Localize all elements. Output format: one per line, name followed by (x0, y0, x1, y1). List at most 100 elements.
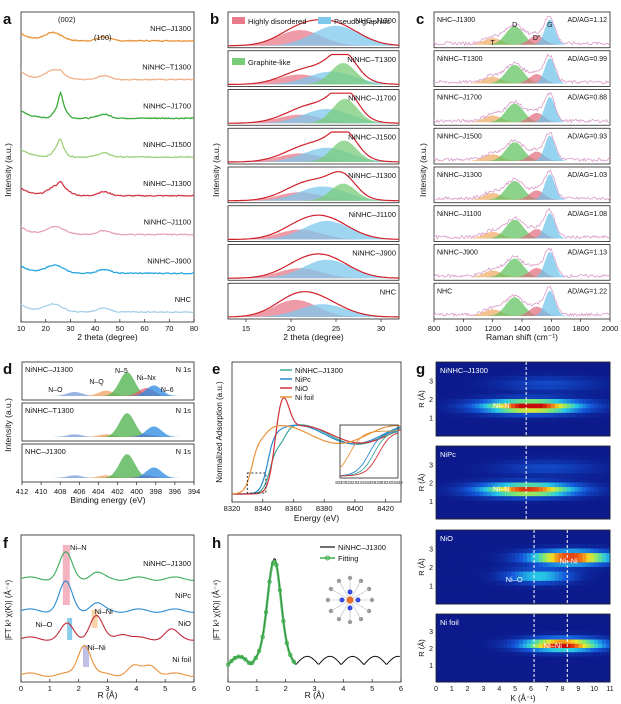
series-label: NiNHC–J900 (147, 256, 191, 265)
heatmap-cell (562, 656, 567, 662)
heatmap-cell (447, 389, 453, 395)
heatmap-cell (606, 371, 611, 377)
heatmap-cell (582, 362, 587, 368)
heatmap-cell (463, 567, 469, 573)
heatmap-cell (503, 380, 508, 386)
heatmap-cell (487, 408, 492, 414)
heatmap-cell (471, 557, 477, 563)
heatmap-cell (602, 487, 607, 493)
heatmap-cell (530, 656, 536, 662)
legend-label: NiNHC–J1300 (338, 543, 386, 552)
heatmap-cell (475, 487, 480, 493)
heatmap-cell (436, 366, 441, 372)
heatmap-cell (507, 665, 512, 670)
heatmap-cell (503, 571, 508, 577)
heatmap-cell (451, 534, 457, 540)
heatmap-cell (443, 539, 449, 545)
heatmap-cell (519, 548, 524, 554)
heatmap-cell (455, 487, 461, 493)
heatmap-cell (586, 576, 591, 582)
heatmap-cell (447, 594, 453, 600)
heatmap-cell (459, 590, 465, 596)
heatmap-cell (538, 412, 544, 418)
heatmap-cell (542, 557, 548, 563)
heatmap-cell (530, 567, 536, 573)
heatmap-cell (467, 673, 473, 679)
heatmap-cell (475, 669, 480, 674)
heatmap-cell (526, 459, 532, 465)
heatmap-cell (507, 576, 512, 582)
heatmap-cell (523, 450, 528, 456)
heatmap-cell (511, 417, 516, 423)
heatmap-cell (538, 652, 544, 657)
heatmap-cell (530, 403, 536, 409)
heatmap-cell (534, 626, 540, 632)
path-label: Ni–N (493, 484, 510, 493)
heatmap-cell (578, 375, 583, 381)
heatmap-cell (570, 567, 575, 573)
heatmap-cell (554, 422, 560, 428)
heatmap-cell (475, 505, 480, 511)
heatmap-cell (558, 491, 564, 497)
heatmap-cell (606, 635, 611, 640)
xrd-series-line (20, 264, 195, 275)
series-label: NHC–J1300 (25, 447, 66, 456)
heatmap-cell (495, 669, 500, 674)
heatmap-cell (515, 450, 520, 456)
heatmap-cell (523, 408, 528, 414)
heatmap-cell (578, 403, 583, 409)
heatmap-cell (582, 464, 587, 470)
heatmap-cell (530, 643, 536, 649)
heatmap-cell (471, 622, 477, 628)
heatmap-cell (467, 468, 473, 474)
heatmap-cell (594, 656, 599, 662)
heatmap-cell (534, 408, 540, 414)
heatmap-cell (523, 371, 528, 377)
heatmap-cell (519, 459, 524, 465)
heatmap-cell (447, 562, 453, 568)
heatmap-cell (436, 403, 441, 409)
heatmap-cell (574, 622, 579, 628)
heatmap-cell (606, 571, 611, 577)
heatmap-cell (503, 648, 508, 653)
heatmap-cell (530, 677, 536, 683)
heatmap-cell (526, 530, 532, 536)
heatmap-cell (519, 656, 524, 662)
heatmap-cell (606, 599, 611, 605)
heatmap-cell (534, 422, 540, 428)
heatmap-cell (487, 660, 492, 666)
heatmap-cell (558, 539, 564, 545)
heatmap-cell (451, 509, 457, 515)
heatmap-cell (436, 571, 441, 577)
heatmap-cell (574, 446, 579, 452)
band-label: T (491, 40, 496, 47)
heatmap-cell (471, 477, 477, 483)
heatmap-cell (491, 496, 496, 502)
heatmap-cell (507, 567, 512, 573)
legend-marker (325, 555, 330, 561)
heatmap-cell (582, 412, 587, 418)
heatmap-cell (530, 514, 536, 520)
heatmap-cell (479, 571, 484, 577)
heatmap-cell (439, 594, 445, 600)
heatmap-cell (606, 660, 611, 666)
heatmap-cell (491, 403, 496, 409)
heatmap-cell (590, 576, 595, 582)
heatmap-cell (436, 464, 441, 470)
heatmap-cell (451, 539, 457, 545)
heatmap-cell (439, 408, 445, 414)
heatmap-cell (562, 514, 567, 520)
heatmap-cell (590, 639, 595, 645)
heatmap-cell (542, 473, 548, 479)
heatmap-cell (578, 482, 583, 488)
heatmap-cell (483, 375, 488, 381)
heatmap-cell (491, 394, 496, 400)
heatmap-cell (487, 543, 492, 549)
heatmap-cell (503, 585, 508, 591)
heatmap-cell (578, 366, 583, 372)
heatmap-cell (523, 557, 528, 563)
heatmap-cell (562, 394, 567, 400)
heatmap-cell (546, 385, 552, 391)
heatmap-cell (471, 505, 477, 511)
heatmap-cell (491, 464, 496, 470)
